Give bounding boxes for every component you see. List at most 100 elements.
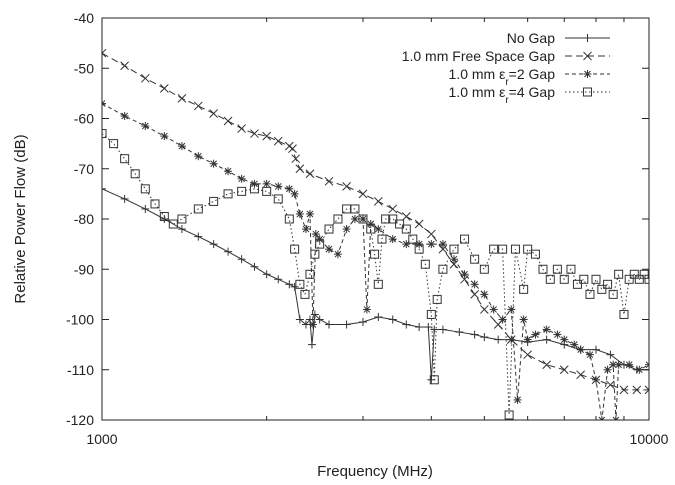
- data-point: [566, 264, 576, 274]
- data-point: [606, 380, 615, 390]
- data-point: [366, 220, 375, 229]
- data-point: [513, 395, 522, 404]
- data-point: [291, 154, 301, 164]
- data-point: [109, 139, 119, 149]
- series-3: [102, 129, 649, 420]
- data-point: [140, 73, 150, 83]
- data-point: [438, 240, 447, 249]
- data-point: [381, 214, 391, 224]
- data-point: [408, 234, 418, 244]
- data-point: [223, 189, 233, 199]
- data-point: [168, 219, 178, 229]
- data-point: [120, 194, 129, 203]
- data-point: [366, 224, 376, 234]
- data-point: [470, 330, 479, 339]
- data-point: [639, 269, 649, 279]
- data-point: [438, 264, 448, 274]
- data-point: [194, 232, 203, 241]
- data-point: [542, 325, 551, 334]
- data-point: [576, 370, 586, 380]
- data-point: [560, 335, 569, 344]
- data-point: [285, 280, 294, 289]
- data-point: [295, 209, 304, 218]
- data-point: [494, 335, 503, 344]
- data-point: [498, 244, 508, 254]
- data-point: [395, 219, 405, 229]
- data-point: [305, 169, 315, 179]
- data-point: [635, 365, 644, 374]
- series-layer: [102, 48, 649, 420]
- x-tick-label: 10000: [630, 431, 669, 447]
- data-point: [358, 318, 367, 327]
- y-tick-label: -70: [74, 161, 94, 177]
- data-point: [388, 235, 397, 244]
- legend-item: 1.0 mm Free Space Gap: [402, 48, 610, 64]
- data-point: [120, 154, 130, 164]
- data-point: [315, 315, 324, 324]
- legend-marker: [583, 87, 592, 97]
- y-tick-label: -100: [66, 312, 94, 328]
- data-point: [288, 144, 297, 154]
- data-point: [290, 244, 300, 254]
- data-point: [480, 290, 489, 299]
- data-point: [274, 275, 283, 284]
- data-point: [523, 350, 533, 360]
- data-point: [559, 365, 569, 375]
- data-point: [350, 215, 359, 223]
- data-point: [414, 244, 424, 254]
- data-point: [159, 83, 169, 93]
- data-point: [402, 320, 411, 329]
- data-point: [489, 305, 498, 314]
- data-point: [194, 152, 203, 161]
- data-point: [460, 234, 470, 244]
- legend-item: 1.0 mm εr=4 Gap: [449, 84, 610, 106]
- y-axis-title: Relative Power Flow (dB): [12, 134, 29, 303]
- data-point: [530, 249, 540, 259]
- data-point: [262, 131, 272, 141]
- data-point: [519, 315, 528, 324]
- data-point: [224, 247, 233, 256]
- data-point: [644, 274, 649, 284]
- data-point: [470, 290, 479, 299]
- data-point: [644, 385, 649, 395]
- data-point: [429, 375, 439, 385]
- data-point: [159, 211, 169, 221]
- data-point: [634, 274, 644, 284]
- data-point: [342, 320, 351, 329]
- data-point: [585, 289, 595, 299]
- data-point: [209, 240, 218, 249]
- data-point: [402, 240, 411, 249]
- data-point: [310, 310, 319, 319]
- data-point: [250, 129, 259, 138]
- data-point: [414, 219, 424, 229]
- data-point: [401, 224, 411, 234]
- data-point: [209, 109, 219, 118]
- data-point: [290, 189, 299, 198]
- data-point: [609, 360, 618, 369]
- data-point: [545, 274, 555, 284]
- data-point: [120, 61, 129, 71]
- data-point: [591, 274, 601, 284]
- legend-item: 1.0 mm εr=2 Gap: [449, 66, 610, 88]
- data-point: [311, 230, 320, 239]
- data-point: [177, 94, 187, 103]
- data-point: [430, 325, 439, 334]
- data-point: [553, 330, 562, 339]
- legend-marker: [583, 51, 592, 61]
- data-point: [632, 385, 642, 395]
- data-point: [285, 184, 294, 193]
- data-point: [377, 234, 387, 244]
- data-point: [177, 214, 187, 224]
- data-point: [177, 142, 186, 151]
- data-point: [460, 270, 469, 279]
- data-point: [209, 196, 219, 206]
- y-tick-label: -90: [74, 261, 94, 277]
- axes-layer: -120 -110 -100 -90 -80 -70 -60 -50 -40 1000 10000: [66, 10, 669, 447]
- data-point: [470, 254, 480, 264]
- data-point: [305, 209, 314, 218]
- data-point: [519, 284, 529, 294]
- data-point: [250, 179, 259, 188]
- data-point: [427, 240, 436, 249]
- data-point: [624, 274, 634, 284]
- data-point: [420, 259, 430, 269]
